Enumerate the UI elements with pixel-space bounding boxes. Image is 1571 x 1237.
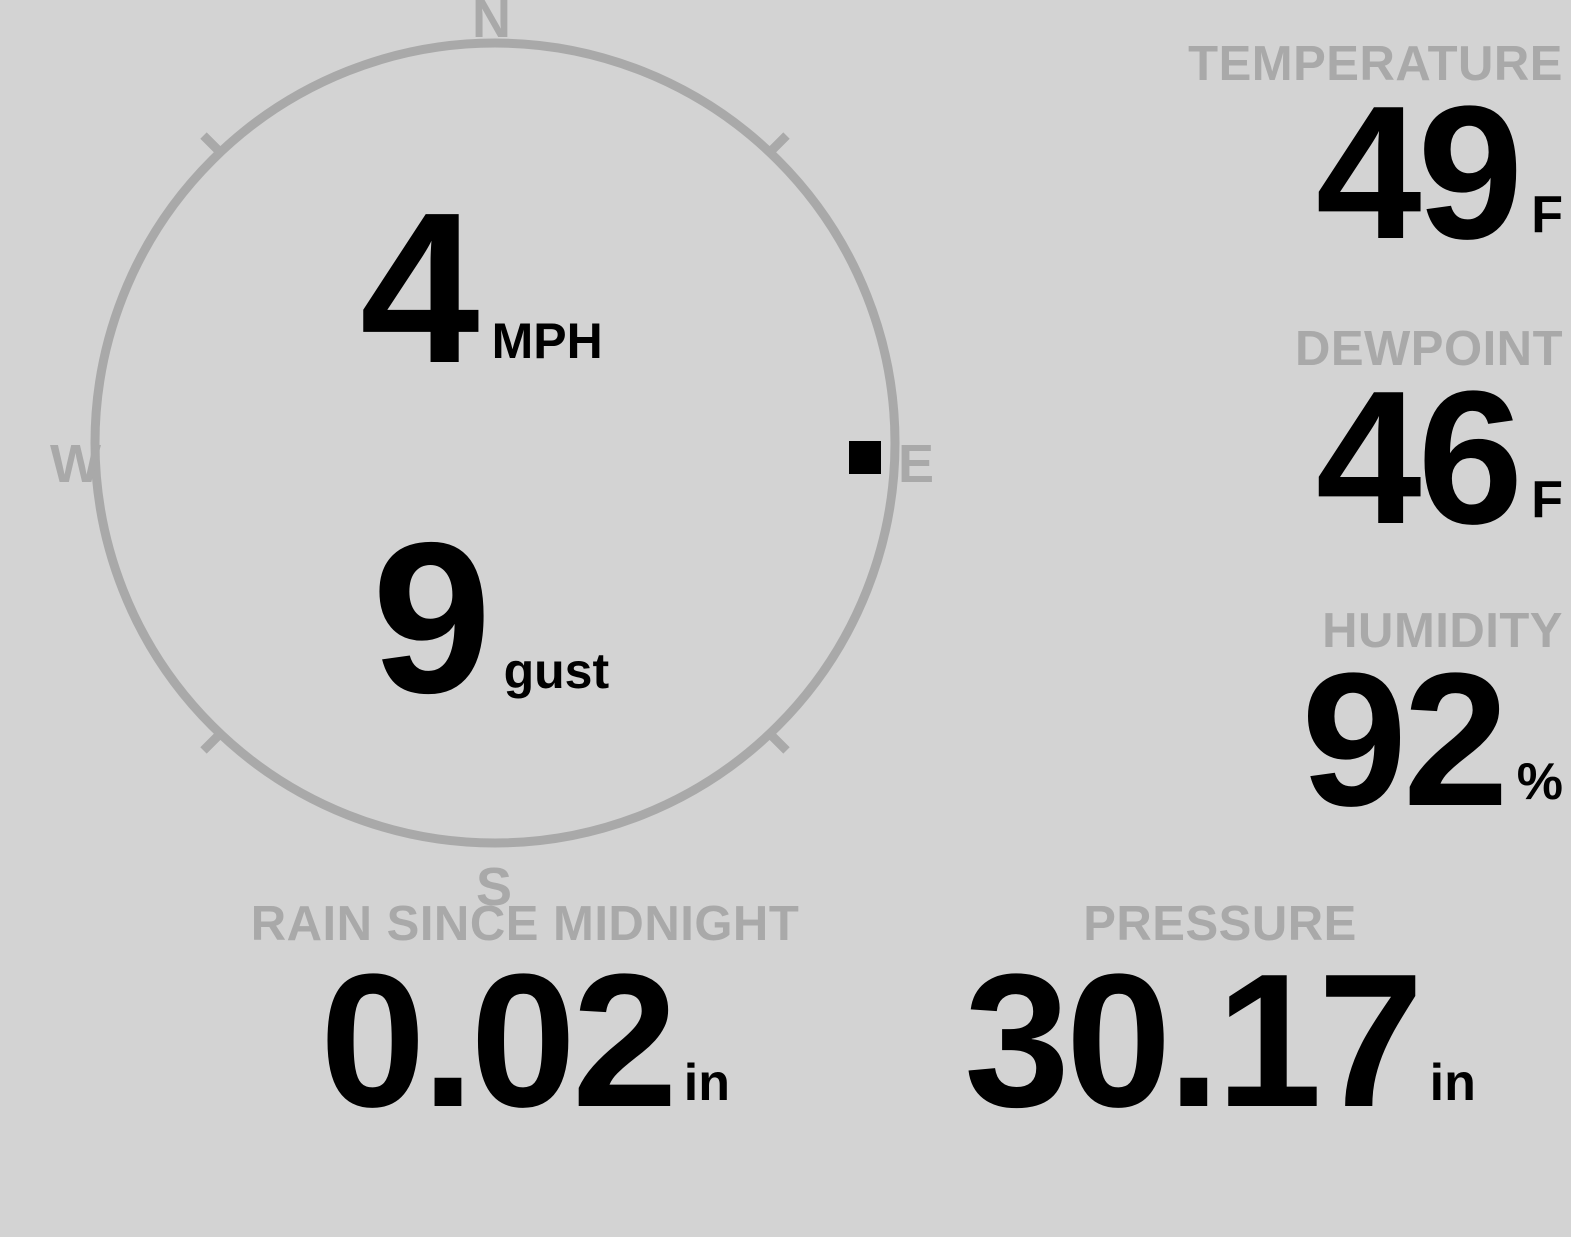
stat-value-row-temperature: 49 F [1083,67,1563,279]
stat-unit-dewpoint: F [1531,471,1563,529]
stat-value-row-humidity: 92 % [1083,634,1563,846]
stat-label-pressure: PRESSURE [1083,897,1357,951]
wind-gust-readout: 9 gust [372,497,610,738]
compass-label-south: S [476,857,513,917]
stat-label-rain: RAIN SINCE MIDNIGHT [250,897,800,951]
stat-value-humidity: 92 [1301,634,1508,846]
wind-compass-dial: N S W E 4 MPH 9 gust [0,0,990,914]
compass-label-west: W [50,434,101,494]
wind-gust-value: 9 [372,497,492,738]
stat-value-temperature: 49 [1315,67,1523,279]
compass-ring-graphic [90,38,900,848]
stat-pressure: PRESSURE 30.17 in [880,897,1560,1147]
compass-tick-marks [200,132,790,754]
stat-value-pressure: 30.17 [964,935,1423,1147]
stat-temperature: TEMPERATURE 49 F [1083,37,1563,279]
stat-value-rain: 0.02 [319,935,678,1147]
stat-unit-pressure: in [1429,1054,1476,1112]
stat-unit-rain: in [683,1054,730,1112]
wind-gust-unit: gust [503,643,610,699]
stat-dewpoint: DEWPOINT 46 F [1083,322,1563,564]
compass-label-east: E [898,434,935,494]
wind-speed-unit: MPH [491,313,603,369]
stat-label-humidity: HUMIDITY [1322,604,1563,658]
stat-unit-humidity: % [1516,753,1563,811]
compass-label-north: N [472,0,511,49]
wind-speed-readout: 4 MPH [360,167,603,408]
stat-value-row-pressure: 30.17 in [880,935,1560,1147]
stat-value-dewpoint: 46 [1315,352,1523,564]
stat-unit-temperature: F [1531,186,1563,244]
stat-label-dewpoint: DEWPOINT [1294,322,1563,376]
compass-ring-circle [90,38,900,848]
stat-value-row-rain: 0.02 in [215,935,835,1147]
wind-speed-value: 4 [360,167,480,408]
stat-label-temperature: TEMPERATURE [1188,37,1563,91]
stat-rain-since-midnight: RAIN SINCE MIDNIGHT 0.02 in [215,897,835,1147]
stat-value-row-dewpoint: 46 F [1083,352,1563,564]
stat-humidity: HUMIDITY 92 % [1083,604,1563,846]
wind-direction-marker [849,441,881,474]
